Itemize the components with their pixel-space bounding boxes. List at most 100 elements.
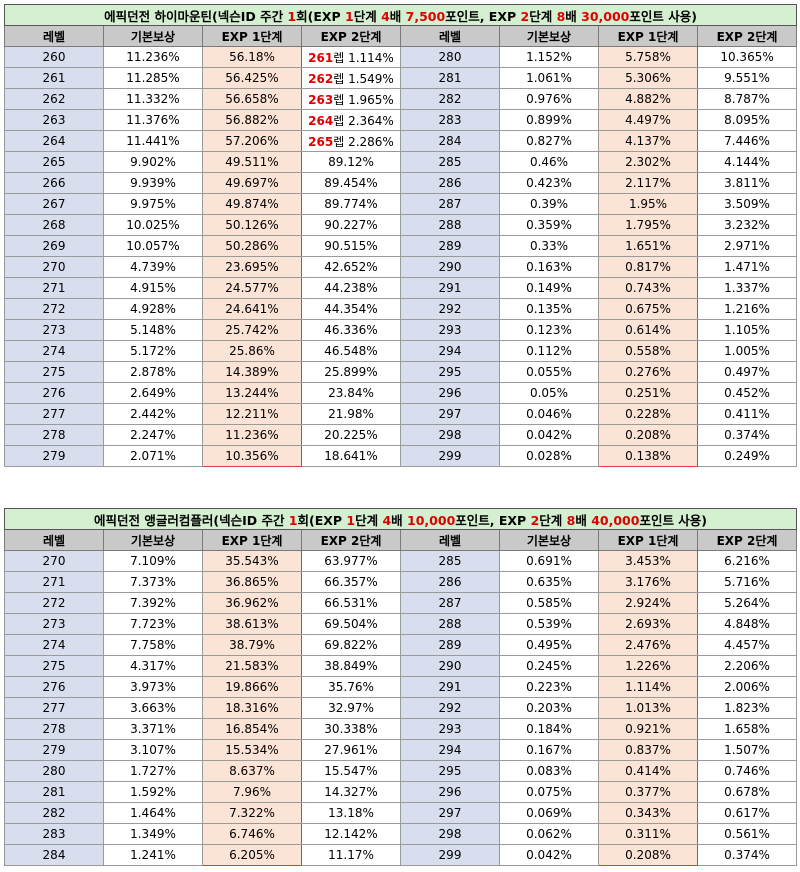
level-cell: 293 — [400, 718, 500, 740]
table-row: 279 3.107% 15.534% 27.961% 294 0.167% 0.837% 1.… — [4, 739, 798, 761]
table-title: 에픽던전 앵글러컴플러(넥슨ID 주간 1회(EXP 1단계 4배 10,000… — [3, 508, 798, 530]
level-cell: 271 — [4, 571, 104, 593]
exp1-cell: 7.322% — [202, 802, 302, 824]
level-cell: 282 — [400, 88, 500, 110]
table-row: 276 3.973% 19.866% 35.76% 291 0.223% 1.114% 2.0… — [4, 676, 798, 698]
table-row: 271 7.373% 36.865% 66.357% 286 0.635% 3.176% 5.… — [4, 571, 798, 593]
level-cell: 284 — [400, 130, 500, 152]
exp2-cell: 89.774% — [301, 193, 401, 215]
base-reward-cell: 4.739% — [103, 256, 203, 278]
exp1-cell: 36.865% — [202, 571, 302, 593]
base-reward-cell: 0.46% — [499, 151, 599, 173]
exp2-cell: 27.961% — [301, 739, 401, 761]
level-cell: 265 — [4, 151, 104, 173]
table-title: 에픽던전 하이마운틴(넥슨ID 주간 1회(EXP 1단계 4배 7,500포인… — [3, 4, 798, 26]
col-header-base-reward: 기본보상 — [499, 25, 599, 47]
exp2-cell: 9.551% — [696, 67, 798, 89]
title-text: 회(EXP — [296, 8, 346, 24]
table-row: 273 5.148% 25.742% 46.336% 293 0.123% 0.614% 1.… — [4, 319, 798, 341]
level-cell: 272 — [4, 298, 104, 320]
base-reward-cell: 0.075% — [499, 781, 599, 803]
base-reward-cell: 0.062% — [499, 823, 599, 845]
exp2-value: 2.286% — [348, 134, 394, 149]
base-reward-cell: 2.649% — [103, 382, 203, 404]
level-cell: 267 — [4, 193, 104, 215]
level-cell: 295 — [400, 760, 500, 782]
base-reward-cell: 1.152% — [499, 46, 599, 68]
base-reward-cell: 2.442% — [103, 403, 203, 425]
level-cell: 292 — [400, 298, 500, 320]
level-cell: 281 — [4, 781, 104, 803]
title-text: 에픽던전 하이마운틴(넥슨ID 주간 — [104, 8, 288, 24]
exp2-cell: 25.899% — [301, 361, 401, 383]
exp1-cell: 14.389% — [202, 361, 302, 383]
exp2-cell: 44.238% — [301, 277, 401, 299]
base-reward-cell: 3.663% — [103, 697, 203, 719]
level-cell: 274 — [4, 340, 104, 362]
base-reward-cell: 9.939% — [103, 172, 203, 194]
exp2-cell: 3.232% — [696, 214, 798, 236]
exp1-cell: 38.79% — [202, 634, 302, 656]
level-cell: 271 — [4, 277, 104, 299]
base-reward-cell: 3.371% — [103, 718, 203, 740]
col-header-exp1: EXP 1단계 — [202, 529, 302, 551]
level-cell: 268 — [4, 214, 104, 236]
base-reward-cell: 4.928% — [103, 298, 203, 320]
base-reward-cell: 0.827% — [499, 130, 599, 152]
exp1-cell: 56.18% — [202, 46, 302, 68]
exp2-cell: 1.507% — [696, 739, 798, 761]
title-number: 8 — [566, 512, 576, 528]
header-row: 레벨 기본보상 EXP 1단계 EXP 2단계 레벨 기본보상 EXP 1단계 … — [4, 25, 798, 47]
exp2-cell: 0.746% — [696, 760, 798, 782]
col-header-exp2: EXP 2단계 — [301, 529, 401, 551]
exp1-cell: 8.637% — [202, 760, 302, 782]
level-cell: 299 — [400, 445, 500, 467]
title-number: 8 — [556, 8, 566, 24]
level-cell: 261 — [4, 67, 104, 89]
exp2-cell: 66.531% — [301, 592, 401, 614]
exp2-cell: 4.144% — [696, 151, 798, 173]
base-reward-cell: 3.973% — [103, 676, 203, 698]
table-block-high-mountain: 에픽던전 하이마운틴(넥슨ID 주간 1회(EXP 1단계 4배 7,500포인… — [3, 4, 798, 467]
level-cell: 283 — [400, 109, 500, 131]
exp2-cell: 3.509% — [696, 193, 798, 215]
base-reward-cell: 9.975% — [103, 193, 203, 215]
base-reward-cell: 0.163% — [499, 256, 599, 278]
level-cell: 288 — [400, 613, 500, 635]
col-header-exp1: EXP 1단계 — [598, 529, 698, 551]
base-reward-cell: 11.332% — [103, 88, 203, 110]
exp2-cell: 0.374% — [696, 424, 798, 446]
exp2-cell: 3.811% — [696, 172, 798, 194]
base-reward-cell: 0.899% — [499, 109, 599, 131]
table-row: 280 1.727% 8.637% 15.547% 295 0.083% 0.414% 0.7… — [4, 760, 798, 782]
exp2-cell: 1.105% — [696, 319, 798, 341]
title-text: 단계 — [355, 512, 383, 528]
exp2-cell: 63.977% — [301, 550, 401, 572]
base-reward-cell: 0.423% — [499, 172, 599, 194]
exp1-cell: 5.758% — [598, 46, 698, 68]
exp1-cell: 0.921% — [598, 718, 698, 740]
level-cell: 281 — [400, 67, 500, 89]
level-cell: 279 — [4, 739, 104, 761]
exp1-cell: 2.117% — [598, 172, 698, 194]
title-number: 7,500 — [405, 8, 446, 24]
col-header-exp2: EXP 2단계 — [301, 25, 401, 47]
exp1-cell: 50.286% — [202, 235, 302, 257]
exp2-cell: 46.548% — [301, 340, 401, 362]
exp1-cell: 3.453% — [598, 550, 698, 572]
base-reward-cell: 0.976% — [499, 88, 599, 110]
title-text: 포인트 사용) — [629, 8, 697, 24]
exp1-cell: 1.95% — [598, 193, 698, 215]
base-reward-cell: 0.245% — [499, 655, 599, 677]
exp2-cell: 5.264% — [696, 592, 798, 614]
exp1-cell: 56.658% — [202, 88, 302, 110]
exp1-cell: 0.558% — [598, 340, 698, 362]
exp2-cell: 0.411% — [696, 403, 798, 425]
base-reward-cell: 1.349% — [103, 823, 203, 845]
title-number: 10,000 — [407, 512, 456, 528]
level-cell: 274 — [4, 634, 104, 656]
level-cell: 275 — [4, 655, 104, 677]
col-header-exp1: EXP 1단계 — [598, 25, 698, 47]
exp1-cell: 11.236% — [202, 424, 302, 446]
base-reward-cell: 1.727% — [103, 760, 203, 782]
